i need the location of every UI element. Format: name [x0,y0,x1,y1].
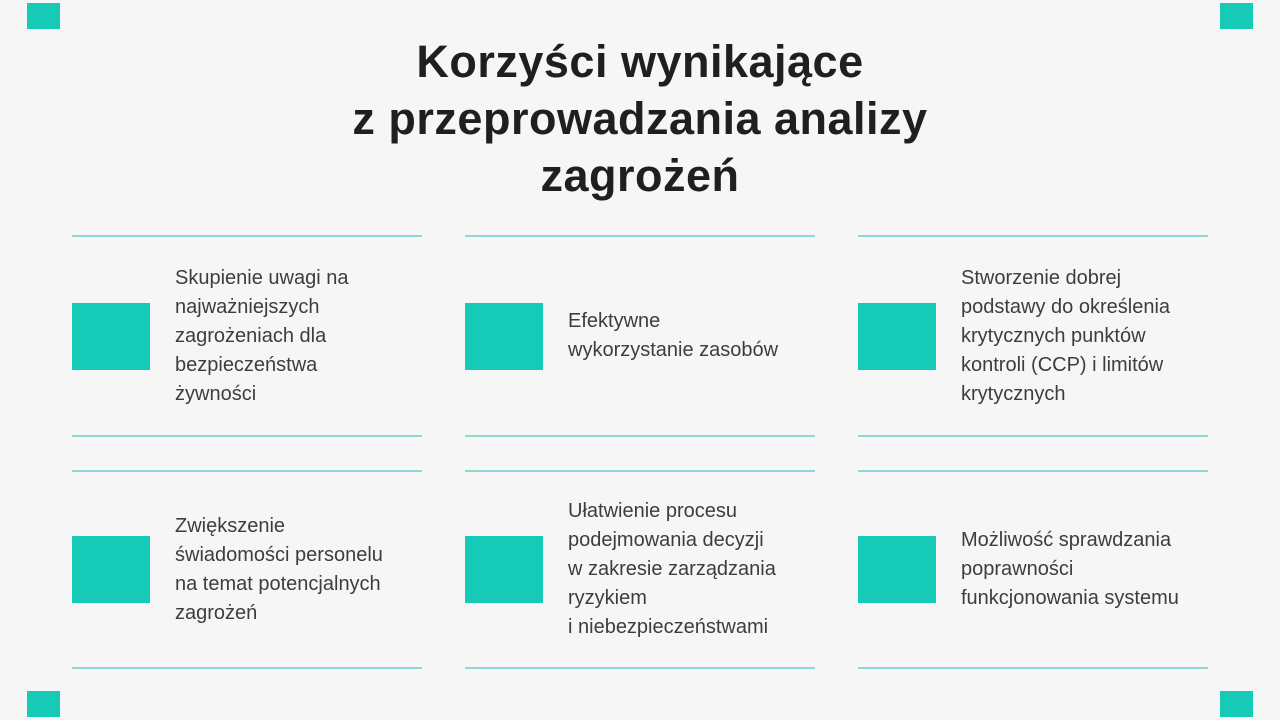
bullet-square-icon [858,536,936,603]
bullet-square-icon [465,536,543,603]
benefit-label: Możliwość sprawdzania poprawności funkcj… [961,529,1179,609]
corner-accent-top-right-icon [1220,3,1253,29]
benefit-label: Ułatwienie procesu podejmowania decyzji … [568,500,776,638]
benefit-card: Stworzenie dobrej podstawy do określenia… [858,235,1208,437]
benefit-card: Skupienie uwagi na najważniejszych zagro… [72,235,422,437]
benefit-label: Skupienie uwagi na najważniejszych zagro… [175,266,349,405]
benefit-card: Możliwość sprawdzania poprawności funkcj… [858,470,1208,669]
bullet-square-icon [858,302,936,370]
benefit-card: Ułatwienie procesu podejmowania decyzji … [465,470,815,669]
page-title: Korzyści wynikające z przeprowadzania an… [352,36,928,201]
corner-accent-top-left-icon [27,3,60,29]
benefit-label: Stworzenie dobrej podstawy do określenia… [961,266,1171,405]
bullet-square-icon [72,302,150,370]
corner-accent-bottom-right-icon [1220,691,1253,717]
benefit-card: Zwiększenie świadomości personelu na tem… [72,470,422,669]
benefit-card: Efektywne wykorzystanie zasobów [465,235,815,437]
benefits-grid: Skupienie uwagi na najważniejszych zagro… [72,235,1208,669]
bullet-square-icon [72,536,150,603]
benefit-label: Efektywne wykorzystanie zasobów [568,310,779,361]
benefit-label: Zwiększenie świadomości personelu na tem… [175,514,383,624]
bullet-square-icon [465,302,543,370]
corner-accent-bottom-left-icon [27,691,60,717]
